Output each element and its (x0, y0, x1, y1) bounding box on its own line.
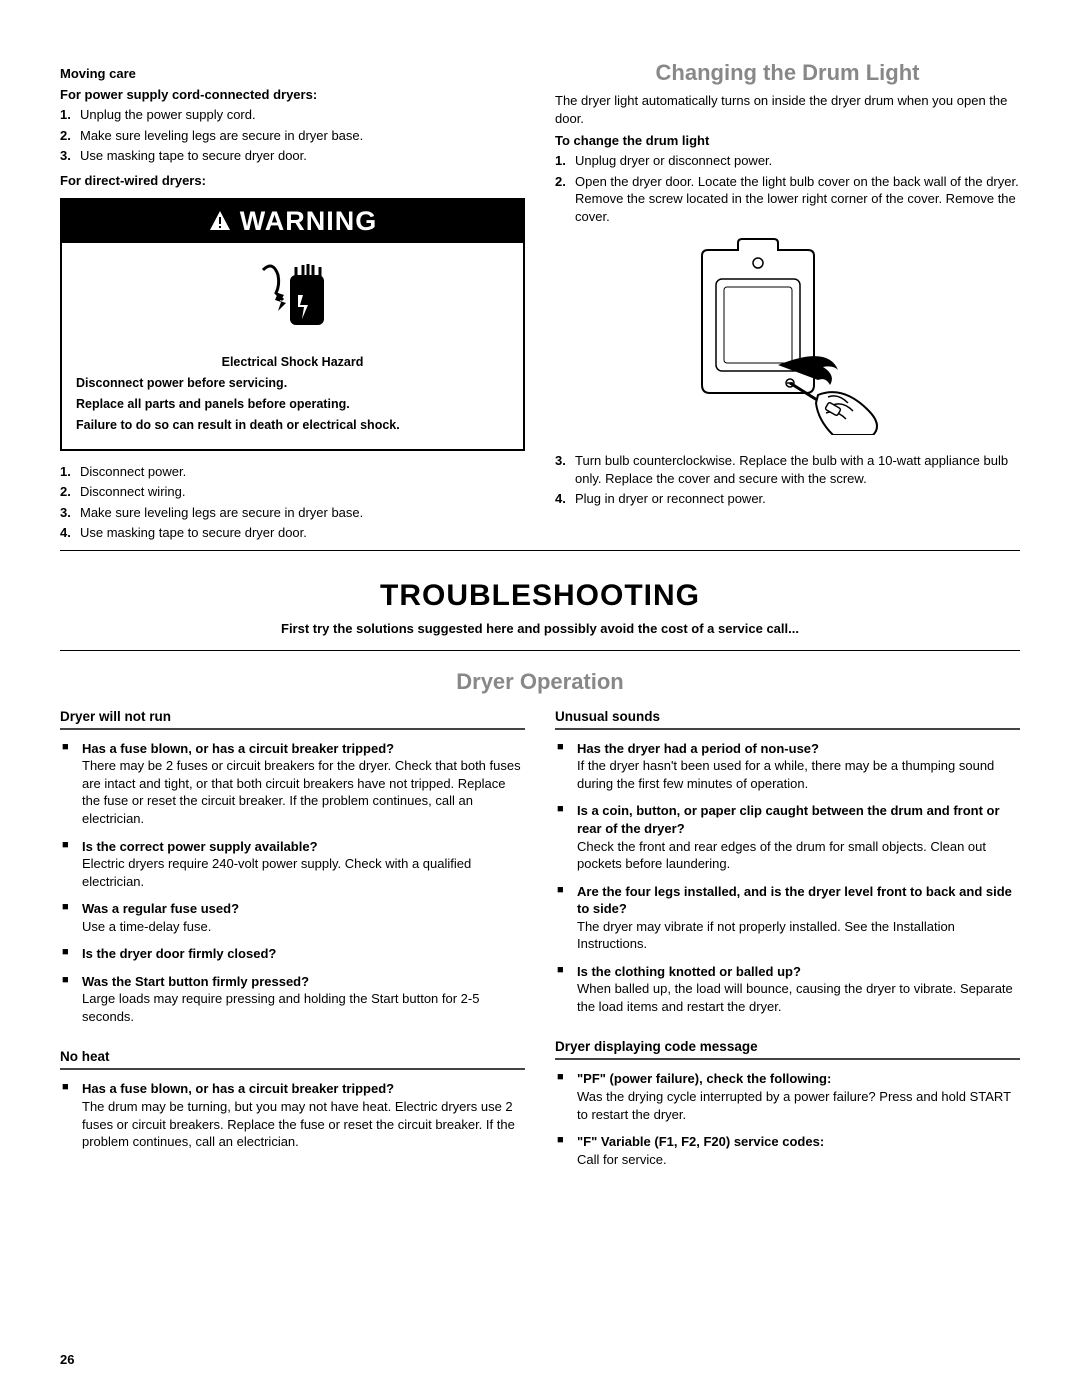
divider (60, 1068, 525, 1070)
direct-wired-head: For direct-wired dryers: (60, 173, 525, 188)
drum-steps-b: Turn bulb counterclockwise. Replace the … (555, 452, 1020, 508)
warning-box: WARNING Electrical Shock Hazard Disconne… (60, 198, 525, 451)
divider (555, 728, 1020, 730)
list-item: Open the dryer door. Locate the light bu… (555, 173, 1020, 226)
symptom-list: Has a fuse blown, or has a circuit break… (60, 740, 525, 1026)
symptom-item: Are the four legs installed, and is the … (555, 883, 1020, 953)
symptom-item: Was a regular fuse used?Use a time-delay… (60, 900, 525, 935)
list-item: Unplug dryer or disconnect power. (555, 152, 1020, 170)
page-number: 26 (60, 1352, 74, 1367)
drum-light-title: Changing the Drum Light (555, 60, 1020, 86)
dryer-operation-title: Dryer Operation (60, 669, 1020, 695)
shock-hand-icon (248, 255, 338, 335)
list-item: Disconnect wiring. (60, 483, 525, 501)
symptom-item: Is a coin, button, or paper clip caught … (555, 802, 1020, 872)
list-item: Make sure leveling legs are secure in dr… (60, 504, 525, 522)
hazard-label: Electrical Shock Hazard (76, 352, 509, 373)
divider (60, 650, 1020, 651)
list-item: Turn bulb counterclockwise. Replace the … (555, 452, 1020, 487)
symptom-item: Is the dryer door firmly closed? (60, 945, 525, 963)
troubleshooting-columns: Dryer will not run Has a fuse blown, or … (60, 709, 1020, 1178)
list-item: Disconnect power. (60, 463, 525, 481)
symptom-item: "PF" (power failure), check the followin… (555, 1070, 1020, 1123)
symptom-item: Has a fuse blown, or has a circuit break… (60, 1080, 525, 1150)
warning-text: Electrical Shock Hazard Disconnect power… (62, 346, 523, 449)
left-column: Moving care For power supply cord-connec… (60, 60, 525, 550)
cord-steps: Unplug the power supply cord. Make sure … (60, 106, 525, 165)
drum-illustration (555, 235, 1020, 438)
symptom-list: Has a fuse blown, or has a circuit break… (60, 1080, 525, 1150)
list-item: Unplug the power supply cord. (60, 106, 525, 124)
drum-steps-a: Unplug dryer or disconnect power. Open t… (555, 152, 1020, 225)
symptom-title: Unusual sounds (555, 709, 1020, 724)
troubleshooting-subtitle: First try the solutions suggested here a… (60, 621, 1020, 636)
warning-title: WARNING (240, 206, 378, 237)
symptom-title: No heat (60, 1049, 525, 1064)
top-section: Moving care For power supply cord-connec… (60, 60, 1020, 550)
troubleshooting-title: TROUBLESHOOTING (60, 579, 1020, 613)
shock-icon-area (62, 243, 523, 346)
drum-light-intro: The dryer light automatically turns on i… (555, 92, 1020, 127)
warning-line: Failure to do so can result in death or … (76, 415, 509, 436)
alert-icon (208, 209, 232, 233)
divider (60, 550, 1020, 551)
direct-steps: Disconnect power. Disconnect wiring. Mak… (60, 463, 525, 542)
symptom-item: Has a fuse blown, or has a circuit break… (60, 740, 525, 828)
list-item: Use masking tape to secure dryer door. (60, 147, 525, 165)
symptom-list: "PF" (power failure), check the followin… (555, 1070, 1020, 1168)
symptom-title: Dryer will not run (60, 709, 525, 724)
symptom-list: Has the dryer had a period of non-use?If… (555, 740, 1020, 1016)
right-column: Changing the Drum Light The dryer light … (555, 60, 1020, 550)
list-item: Plug in dryer or reconnect power. (555, 490, 1020, 508)
symptom-title: Dryer displaying code message (555, 1039, 1020, 1054)
warning-line: Replace all parts and panels before oper… (76, 394, 509, 415)
moving-care-head: Moving care (60, 66, 525, 81)
symptom-item: Has the dryer had a period of non-use?If… (555, 740, 1020, 793)
list-item: Make sure leveling legs are secure in dr… (60, 127, 525, 145)
list-item: Use masking tape to secure dryer door. (60, 524, 525, 542)
symptom-item: Is the clothing knotted or balled up?Whe… (555, 963, 1020, 1016)
warning-line: Disconnect power before servicing. (76, 373, 509, 394)
change-drum-head: To change the drum light (555, 133, 1020, 148)
symptom-item: Was the Start button firmly pressed?Larg… (60, 973, 525, 1026)
symptom-item: "F" Variable (F1, F2, F20) service codes… (555, 1133, 1020, 1168)
trouble-right: Unusual sounds Has the dryer had a perio… (555, 709, 1020, 1178)
symptom-item: Is the correct power supply available?El… (60, 838, 525, 891)
divider (60, 728, 525, 730)
screwdriver-cover-icon (678, 235, 898, 435)
divider (555, 1058, 1020, 1060)
cord-dryers-head: For power supply cord-connected dryers: (60, 87, 525, 102)
trouble-left: Dryer will not run Has a fuse blown, or … (60, 709, 525, 1178)
warning-header: WARNING (62, 200, 523, 243)
